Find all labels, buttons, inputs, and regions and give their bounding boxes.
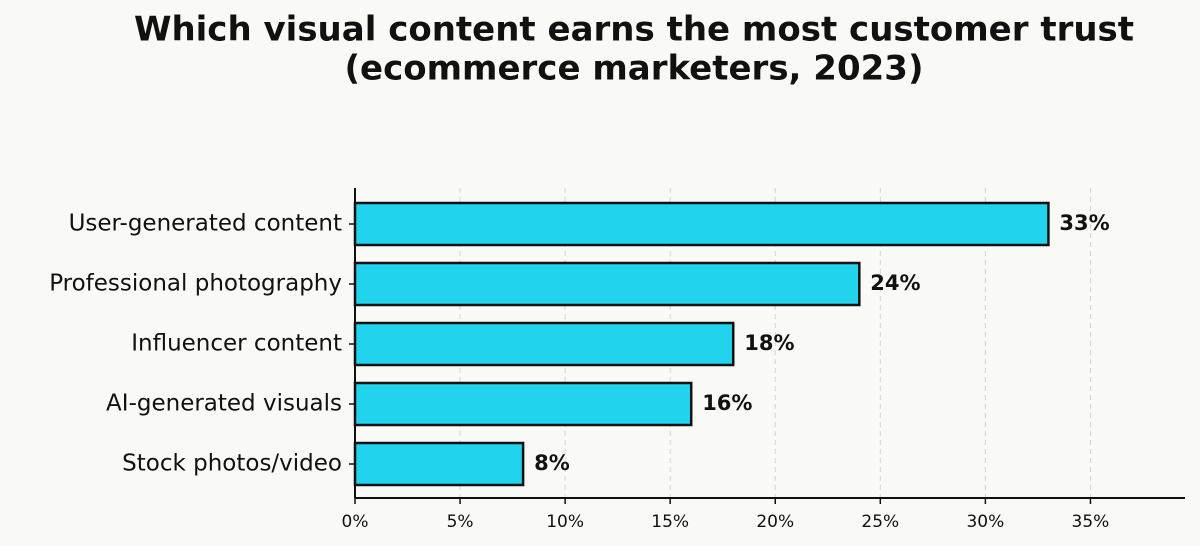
chart-subtitle: (ecommerce marketers, 2023) [345, 49, 924, 89]
y-tick-label: User-generated content [69, 211, 342, 237]
x-tick-label: 0% [342, 512, 369, 532]
bar [353, 441, 525, 487]
value-label: 16% [702, 391, 752, 415]
value-label: 24% [870, 271, 920, 295]
y-tick-label: Professional photography [49, 271, 342, 297]
x-tick-label: 15% [651, 512, 689, 532]
x-tick-label: 10% [546, 512, 584, 532]
bar [353, 381, 693, 427]
x-tick-label: 35% [1072, 512, 1110, 532]
x-tick-label: 30% [966, 512, 1004, 532]
x-tick-label: 25% [861, 512, 899, 532]
value-label: 8% [534, 451, 570, 475]
y-tick-label: Stock photos/video [122, 451, 342, 477]
value-label: 33% [1059, 211, 1109, 235]
bar [353, 261, 861, 307]
y-tick-label: Influencer content [131, 331, 342, 357]
x-tick-label: 5% [447, 512, 474, 532]
x-tick-label: 20% [756, 512, 794, 532]
chart-title: Which visual content earns the most cust… [134, 10, 1134, 50]
bar [353, 321, 735, 367]
value-label: 18% [744, 331, 794, 355]
bar [353, 201, 1050, 247]
y-tick-label: AI-generated visuals [106, 391, 342, 417]
